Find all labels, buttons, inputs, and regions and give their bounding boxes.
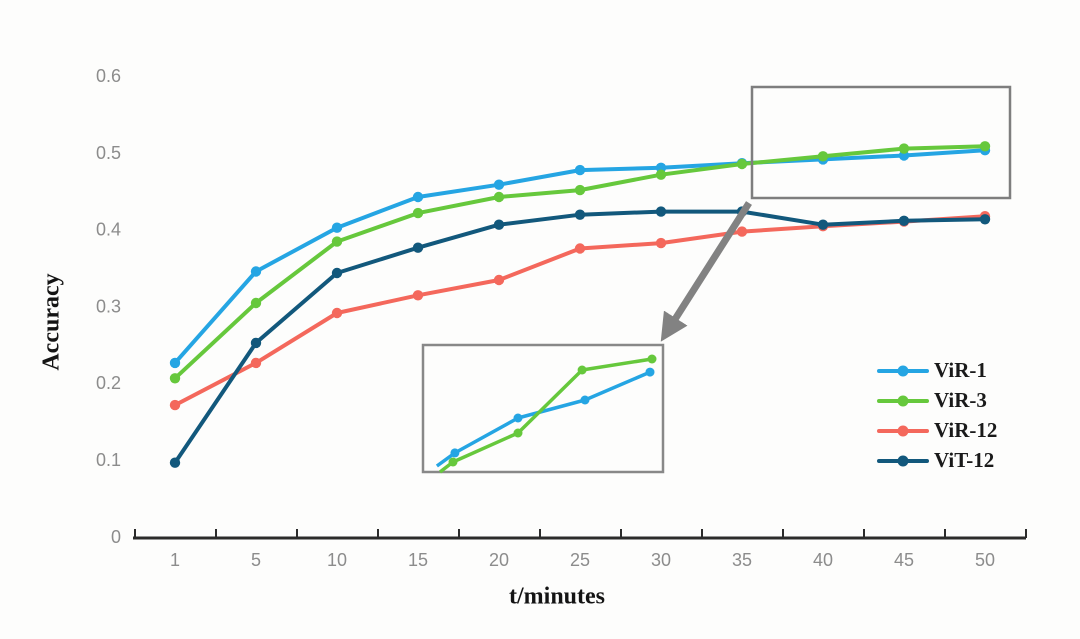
data-point-vir-12 (250, 357, 262, 369)
data-point-vir-1 (169, 357, 181, 369)
data-point-vir-3 (331, 236, 343, 247)
data-point-vit-12 (898, 215, 910, 226)
data-point-vit-12 (979, 214, 991, 225)
data-point-vir-1 (250, 266, 262, 277)
inset-point-vir-3 (577, 365, 587, 375)
data-point-vir-1 (412, 191, 424, 203)
y-tick-label: 0.3 (96, 296, 121, 316)
data-point-vir-12 (736, 226, 748, 237)
x-tick-label: 30 (651, 550, 671, 570)
y-tick-label: 0.6 (96, 66, 121, 86)
data-point-vir-3 (250, 297, 262, 309)
y-axis-title: Accuracy (38, 273, 65, 371)
legend-label: ViR-12 (934, 418, 998, 442)
data-point-vir-3 (817, 151, 829, 162)
series-line-vir-1 (173, 148, 987, 365)
x-tick-label: 45 (894, 550, 914, 570)
inset-point-vir-1 (513, 413, 523, 423)
inset-point-vir-3 (513, 428, 523, 438)
data-point-vir-12 (655, 237, 667, 249)
x-tick-label: 20 (489, 550, 509, 570)
data-point-vir-3 (655, 169, 667, 180)
data-point-vit-12 (574, 209, 586, 220)
inset-point-vir-1 (645, 367, 655, 377)
data-point-vir-1 (493, 179, 505, 190)
data-point-vir-1 (331, 222, 343, 233)
x-tick-label: 25 (570, 550, 590, 570)
x-axis-title: t/minutes (509, 583, 605, 610)
data-point-vit-12 (412, 242, 424, 253)
data-point-vir-3 (736, 158, 748, 170)
highlight-box (750, 85, 1012, 200)
x-tick-label: 5 (251, 550, 261, 570)
data-point-vit-12 (169, 457, 181, 468)
data-point-vit-12 (250, 337, 262, 349)
legend-line-marker-icon (877, 425, 929, 436)
data-point-vir-3 (898, 143, 910, 154)
data-point-vir-3 (493, 191, 505, 203)
data-point-vir-12 (493, 274, 505, 286)
legend-item-vit-12: ViT-12 (877, 449, 997, 472)
inset-point-vir-1 (580, 395, 590, 405)
data-point-vir-1 (574, 164, 586, 176)
legend-line-marker-icon (877, 455, 929, 466)
legend-line-marker-icon (877, 365, 929, 376)
data-point-vir-3 (574, 184, 586, 196)
zoom-arrow (660, 201, 752, 342)
x-tick-label: 35 (732, 550, 752, 570)
data-point-vir-12 (331, 307, 343, 319)
data-point-vit-12 (331, 267, 343, 279)
legend-item-vir-1: ViR-1 (877, 359, 997, 382)
data-point-vir-12 (412, 290, 424, 301)
legend: ViR-1 ViR-3 ViR-12 ViT-12 (877, 359, 997, 472)
x-tick-label: 15 (408, 550, 428, 570)
data-point-vir-12 (169, 399, 181, 411)
legend-line-marker-icon (877, 395, 929, 406)
y-tick-label: 0.1 (96, 450, 121, 470)
data-point-vir-3 (979, 141, 991, 152)
legend-item-vir-12: ViR-12 (877, 419, 997, 442)
inset-point-vir-3 (647, 354, 657, 364)
y-tick-label: 0.4 (96, 220, 121, 240)
y-tick-label: 0.5 (96, 143, 121, 163)
x-tick-label: 1 (170, 550, 180, 570)
data-point-vir-3 (169, 373, 181, 384)
legend-label: ViT-12 (934, 448, 995, 472)
data-point-vit-12 (655, 206, 667, 217)
y-tick-label: 0.2 (96, 373, 121, 393)
data-point-vir-3 (412, 207, 424, 219)
legend-label: ViR-3 (934, 388, 987, 412)
y-tick-label: 0 (111, 527, 121, 547)
x-tick-label: 10 (327, 550, 347, 570)
data-point-vit-12 (493, 219, 505, 230)
x-tick-label: 40 (813, 550, 833, 570)
inset-point-vir-1 (450, 448, 460, 458)
data-point-vit-12 (817, 219, 829, 230)
inset-point-vir-3 (448, 457, 458, 467)
x-tick-label: 50 (975, 550, 995, 570)
legend-item-vir-3: ViR-3 (877, 389, 997, 412)
series-line-vir-3 (173, 144, 987, 381)
data-point-vir-12 (574, 243, 586, 254)
legend-label: ViR-1 (934, 358, 987, 382)
